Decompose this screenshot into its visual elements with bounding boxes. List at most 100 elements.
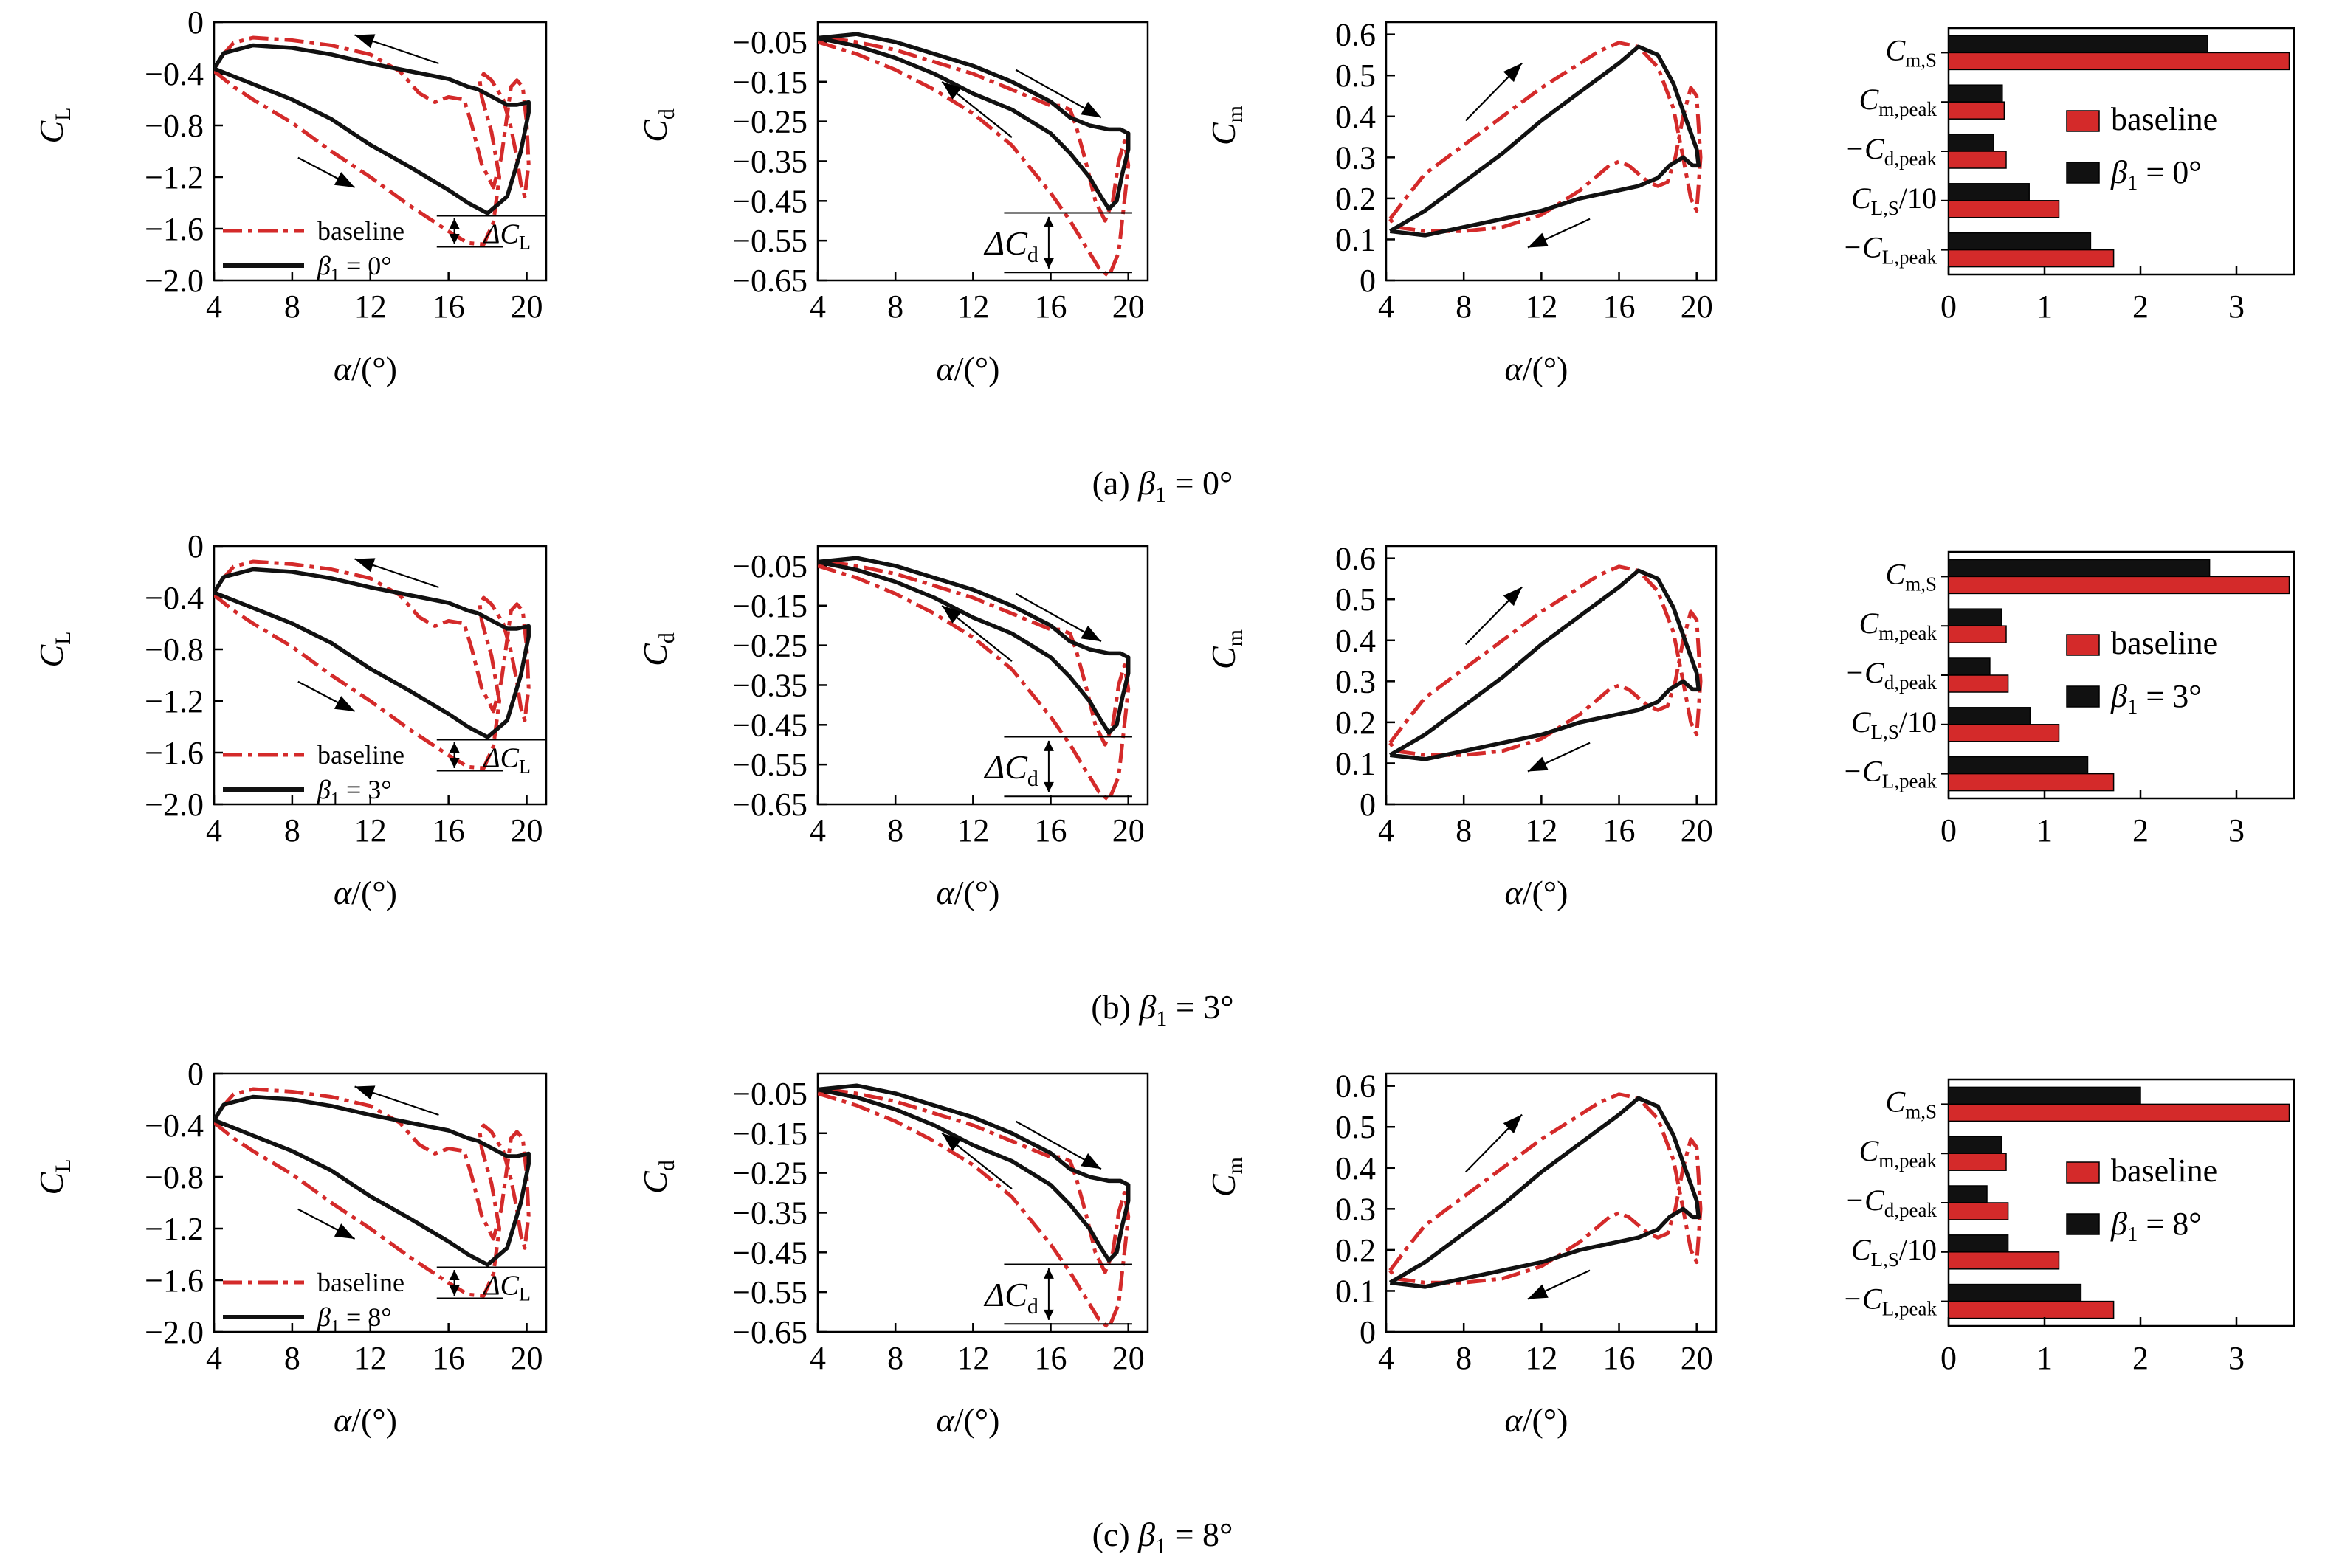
bar-controlled <box>1948 608 2002 626</box>
arrow-upstroke-head <box>1503 587 1523 607</box>
chart-cl-row-0: 4 8 12 16 20 0 −0.4 −0.8 −1.2 −1.6 −2.0 α/(°) CL ΔCL b… <box>32 4 548 387</box>
x-axis-label: α/(°) <box>937 1401 1000 1439</box>
x-axis-label: α/(°) <box>1505 1401 1568 1439</box>
arrow-upstroke-head <box>1081 1153 1101 1170</box>
delta-cd-arrowhead-down <box>1043 781 1054 792</box>
series-baseline <box>818 1088 1131 1330</box>
y-tick-label: 0 <box>1360 1314 1376 1350</box>
x-tick-label: 16 <box>433 812 465 849</box>
arrow-downstroke-head <box>1527 756 1549 772</box>
x-axis-label: α/(°) <box>334 1401 397 1439</box>
delta-cd-arrowhead-down <box>1043 258 1054 269</box>
plot-frame <box>816 21 1149 282</box>
x-axis-label: α/(°) <box>1505 350 1568 387</box>
x-tick-label: 4 <box>810 289 826 325</box>
figure-row-1: 4 8 12 16 200−0.4−0.8−1.2−1.6−2.0α/(°)CLΔCLb… <box>32 528 2295 1031</box>
arrow-upstroke-head <box>334 1223 355 1239</box>
plot-frame <box>213 1072 548 1333</box>
row-caption: (b) β1 = 3° <box>1091 988 1233 1031</box>
series-controlled <box>214 567 531 739</box>
plot-frame <box>213 21 548 282</box>
y-axis-label: CL <box>32 107 75 143</box>
y-tick-label: −0.55 <box>732 223 807 259</box>
bar-controlled <box>1948 1234 2009 1253</box>
bar-category-label: Cm,peak <box>1859 1134 1938 1172</box>
series-controlled <box>1388 44 1701 238</box>
bar-baseline <box>1948 1251 2060 1270</box>
y-tick-label: 0 <box>187 4 204 41</box>
bar-baseline <box>1948 101 2005 120</box>
y-tick-label: −0.15 <box>732 64 807 100</box>
x-tick-label: 12 <box>1525 812 1557 849</box>
bar-baseline <box>1948 1153 2007 1171</box>
legend-label-controlled: β1 = 3° <box>317 775 392 809</box>
x-tick-label: 8 <box>887 289 903 325</box>
series-controlled <box>1388 568 1701 761</box>
delta-cl-label: ΔCL <box>482 1270 531 1305</box>
bar-category-label: CL,S/10 <box>1851 182 1937 219</box>
bar-category-label: −Cd,peak <box>1844 1184 1937 1221</box>
y-tick-label: −0.05 <box>732 24 807 61</box>
y-tick-label: 0.3 <box>1335 139 1376 176</box>
plot-frame <box>1385 1072 1718 1333</box>
delta-cl-arrowhead-up <box>449 742 460 753</box>
y-tick-label: −1.2 <box>145 683 204 719</box>
series-baseline <box>214 559 531 770</box>
plot-frame <box>816 545 1149 806</box>
bar-x-tick-label: 0 <box>1940 1340 1957 1376</box>
bar-x-tick-label: 0 <box>1940 289 1957 325</box>
x-tick-label: 20 <box>1681 812 1713 849</box>
bar-category-label: CL,S/10 <box>1851 705 1937 743</box>
row-caption: (c) β1 = 8° <box>1092 1516 1233 1558</box>
series-baseline <box>818 560 1131 803</box>
y-tick-label: −0.65 <box>732 787 807 823</box>
y-tick-label: −2.0 <box>145 787 204 823</box>
bar-controlled <box>1948 559 2211 578</box>
x-tick-label: 4 <box>1378 1340 1394 1376</box>
x-tick-label: 20 <box>511 289 543 325</box>
y-tick-label: 0.2 <box>1335 181 1376 217</box>
arrow-upstroke-head <box>1081 625 1101 642</box>
arrow-upstroke-head <box>334 696 355 711</box>
bar-category-label: Cm,S <box>1886 1085 1937 1122</box>
bar-category-label: −CL,peak <box>1842 231 1937 269</box>
y-axis-label: Cd <box>636 632 679 666</box>
series-controlled <box>214 1094 531 1267</box>
y-tick-label: 0.6 <box>1335 17 1376 53</box>
y-tick-label: −0.8 <box>145 1159 204 1195</box>
x-tick-label: 4 <box>1378 289 1394 325</box>
y-tick-label: 0 <box>187 528 204 564</box>
x-tick-label: 4 <box>810 1340 826 1376</box>
legend-label-controlled: β1 = 8° <box>317 1302 392 1336</box>
y-tick-label: −0.25 <box>732 1156 807 1192</box>
plot-frame <box>1385 21 1718 282</box>
arrow-downstroke-head <box>354 1085 376 1100</box>
x-tick-label: 12 <box>957 1340 989 1376</box>
legend-label-baseline: baseline <box>317 1268 404 1297</box>
bar-x-tick-label: 1 <box>2036 1340 2053 1376</box>
bar-controlled <box>1948 1283 2082 1302</box>
x-tick-label: 12 <box>354 1340 387 1376</box>
bar-controlled <box>1948 35 2208 54</box>
bar-x-tick-label: 2 <box>2132 289 2149 325</box>
bar-category-label: −CL,peak <box>1842 755 1937 792</box>
row-caption: (a) β1 = 0° <box>1092 464 1233 507</box>
y-tick-label: −1.6 <box>145 735 204 771</box>
bar-category-label: −Cd,peak <box>1844 656 1937 694</box>
y-axis-label: CL <box>32 631 75 667</box>
y-tick-label: −1.6 <box>145 211 204 247</box>
bar-x-tick-label: 2 <box>2132 1340 2149 1376</box>
x-tick-label: 16 <box>1035 289 1067 325</box>
bar-x-tick-label: 0 <box>1940 812 1957 849</box>
bar-legend-label-baseline: baseline <box>2111 1153 2217 1189</box>
y-tick-label: −0.45 <box>732 1234 807 1271</box>
y-tick-label: 0.4 <box>1335 99 1376 135</box>
bar-controlled <box>1948 134 1994 152</box>
x-tick-label: 20 <box>511 1340 543 1376</box>
bar-baseline <box>1948 151 2007 169</box>
bar-x-tick-label: 3 <box>2228 289 2245 325</box>
x-axis-label: α/(°) <box>334 350 397 387</box>
arrow-upstroke-head <box>1503 63 1523 83</box>
